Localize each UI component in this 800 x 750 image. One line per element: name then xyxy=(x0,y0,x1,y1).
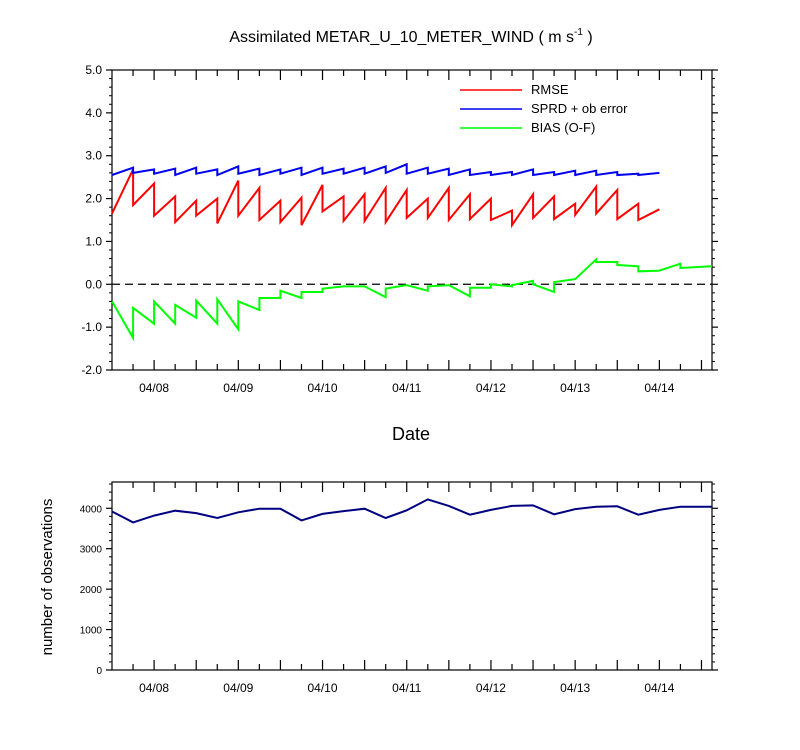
top-x-tick-label: 04/10 xyxy=(308,381,338,395)
bottom-y-tick-label: 0 xyxy=(96,666,102,677)
bottom-x-tick-label: 04/13 xyxy=(560,681,590,695)
bottom-x-tick-label: 04/11 xyxy=(392,681,421,695)
x-axis-label: Date xyxy=(392,424,430,444)
bottom-x-tick-label: 04/14 xyxy=(644,681,674,695)
bottom-x-tick-label: 04/08 xyxy=(139,681,169,695)
top-x-tick-label: 04/08 xyxy=(139,381,169,395)
bottom-x-tick-label: 04/10 xyxy=(308,681,338,695)
top-y-tick-label: 1.0 xyxy=(85,234,102,248)
series-line-sprd-ob-error xyxy=(111,162,660,177)
bottom-plot-frame xyxy=(111,481,713,671)
bottom-y-tick-label: 1000 xyxy=(80,626,103,637)
top-plot-frame xyxy=(111,69,713,371)
bottom-x-tick-label: 04/09 xyxy=(223,681,253,695)
series-line-rmse xyxy=(111,168,660,229)
top-y-tick-label: 4.0 xyxy=(85,106,102,120)
bottom-y-tick-label: 4000 xyxy=(80,504,103,515)
legend: RMSE SPRD + ob error BIAS (O-F) xyxy=(460,82,628,135)
top-x-tick-label: 04/14 xyxy=(644,381,674,395)
legend-label-rmse: RMSE xyxy=(531,82,569,97)
top-x-tick-label: 04/13 xyxy=(560,381,590,395)
bottom-chart: number of observations 0 1000 2000 3000 4000… xyxy=(39,481,718,695)
chart-title: Assimilated METAR_U_10_METER_WIND ( m s-… xyxy=(229,27,592,46)
bottom-y-tick-label: 3000 xyxy=(80,545,103,556)
top-x-tick-label: 04/12 xyxy=(476,381,506,395)
legend-label-bias-o-f: BIAS (O-F) xyxy=(531,120,595,135)
legend-label-sprd-ob-error: SPRD + ob error xyxy=(531,101,628,116)
observations-line xyxy=(111,498,712,524)
bottom-y-tick-label: 2000 xyxy=(80,585,103,596)
top-x-tick-label: 04/11 xyxy=(392,381,421,395)
top-y-tick-label: 2.0 xyxy=(85,192,102,206)
top-y-tick-label: -2.0 xyxy=(81,363,102,377)
top-y-tick-label: 0.0 xyxy=(85,277,102,291)
top-y-tick-label: 5.0 xyxy=(85,63,102,77)
bottom-x-tick-label: 04/12 xyxy=(476,681,506,695)
top-y-tick-label: 3.0 xyxy=(85,149,102,163)
top-x-tick-label: 04/09 xyxy=(223,381,253,395)
y-axis-label: number of observations xyxy=(39,499,56,656)
top-y-tick-label: -1.0 xyxy=(81,320,102,334)
top-chart: Assimilated METAR_U_10_METER_WIND ( m s-… xyxy=(81,27,718,444)
series-line-bias-o-f xyxy=(111,257,713,342)
